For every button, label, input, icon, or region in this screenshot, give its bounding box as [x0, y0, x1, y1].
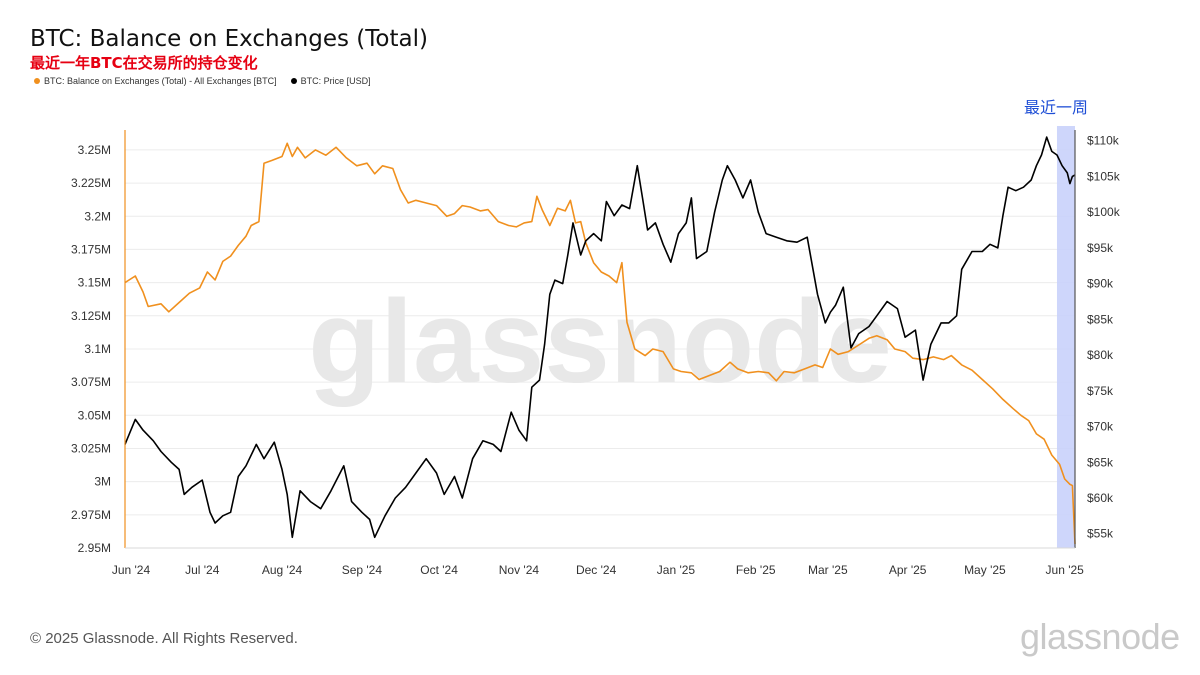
y-right-tick-label: $60k	[1087, 491, 1114, 505]
glassnode-logo: glassnode	[1020, 616, 1180, 657]
x-tick-label: May '25	[964, 563, 1006, 577]
copyright-text: © 2025 Glassnode. All Rights Reserved.	[30, 630, 298, 647]
legend-price-dot-icon	[290, 78, 297, 84]
y-left-tick-label: 3.05M	[78, 408, 111, 422]
y-left-tick-label: 3.075M	[71, 375, 111, 389]
price-series-line	[124, 136, 1076, 539]
y-left-tick-label: 2.95M	[78, 541, 111, 555]
y-right-tick-label: $110k	[1087, 134, 1120, 148]
legend-item-price[interactable]: BTC: Price [USD]	[290, 76, 371, 86]
y-right-tick-label: $100k	[1087, 205, 1121, 219]
legend: BTC: Balance on Exchanges (Total) - All …	[34, 76, 371, 86]
y-left-tick-label: 3.2M	[84, 209, 111, 223]
annotation-label: 最近一周	[1024, 98, 1088, 117]
x-tick-label: Jan '25	[657, 563, 696, 577]
y-right-tick-label: $70k	[1087, 420, 1114, 434]
x-tick-label: Jun '25	[1046, 563, 1085, 577]
x-tick-label: Apr '25	[889, 563, 927, 577]
x-tick-label: Aug '24	[262, 563, 303, 577]
y-right-tick-label: $55k	[1087, 527, 1114, 541]
watermark-text: glassnode	[308, 276, 892, 408]
y-left-tick-label: 3M	[94, 475, 111, 489]
highlight-band	[1056, 126, 1075, 548]
legend-balance-label: BTC: Balance on Exchanges (Total) - All …	[44, 76, 277, 86]
y-right-tick-label: $85k	[1087, 312, 1114, 326]
y-left-tick-label: 3.175M	[71, 242, 111, 256]
y-left-tick-label: 2.975M	[71, 508, 111, 522]
y-left-tick-label: 3.225M	[71, 176, 111, 190]
y-right-tick-label: $90k	[1087, 277, 1114, 291]
y-left-tick-label: 3.15M	[78, 276, 111, 290]
x-tick-label: Jun '24	[112, 563, 151, 577]
y-left-tick-label: 3.025M	[71, 441, 111, 455]
legend-item-balance[interactable]: BTC: Balance on Exchanges (Total) - All …	[34, 76, 277, 86]
x-tick-label: Mar '25	[808, 563, 848, 577]
legend-balance-dot-icon	[34, 78, 40, 84]
x-tick-label: Jul '24	[185, 563, 220, 577]
x-tick-label: Sep '24	[342, 563, 383, 577]
y-right-tick-label: $65k	[1087, 455, 1114, 469]
legend-price-label: BTC: Price [USD]	[300, 76, 371, 86]
y-right-tick-label: $105k	[1087, 169, 1121, 183]
x-tick-label: Nov '24	[499, 563, 540, 577]
y-right-tick-label: $80k	[1087, 348, 1114, 362]
y-left-tick-label: 3.125M	[71, 309, 111, 323]
y-right-tick-label: $75k	[1087, 384, 1114, 398]
y-left-tick-label: 3.25M	[78, 143, 111, 157]
chart-title: BTC: Balance on Exchanges (Total)	[30, 26, 428, 52]
x-tick-label: Feb '25	[736, 563, 776, 577]
y-right-tick-label: $95k	[1087, 241, 1114, 255]
y-left-tick-label: 3.1M	[84, 342, 111, 356]
x-tick-label: Oct '24	[420, 563, 458, 577]
x-tick-label: Dec '24	[576, 563, 617, 577]
chart-subtitle: 最近一年BTC在交易所的持仓变化	[30, 54, 258, 72]
